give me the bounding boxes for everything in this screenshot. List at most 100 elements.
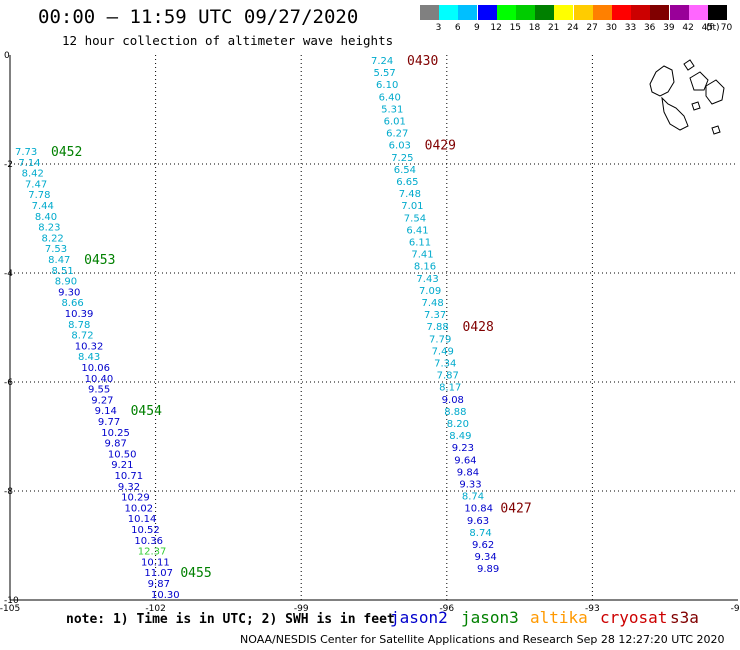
map-title: 00:00 – 11:59 UTC 09/27/2020 [38,6,359,28]
swh-reading: 6.40 [379,92,401,103]
scale-label: 42 [682,23,694,33]
lat-tick-label: -2 [4,160,13,170]
time-tag: 0427 [500,502,531,517]
legend-jason3: jason3 [461,608,519,627]
scale-swatch [554,5,574,20]
swh-reading: 10.11 [141,557,170,568]
island-outline [661,96,689,131]
swh-reading: 9.77 [98,417,120,428]
lat-tick-label: -10 [4,596,19,606]
lat-tick-label: -8 [4,487,13,497]
scale-label: 24 [567,23,579,33]
scale-swatch [573,5,593,20]
swh-reading: 9.23 [452,443,474,454]
scale-swatch [420,5,439,20]
scale-swatch [592,5,612,20]
swh-reading: 7.09 [419,286,441,297]
map-subtitle: 12 hour collection of altimeter wave hei… [62,33,394,48]
swh-reading: 7.79 [429,334,451,345]
scale-swatch [477,5,497,20]
swh-reading: 10.36 [134,536,163,547]
scale-swatch [631,5,651,20]
swh-reading: 9.64 [454,455,476,466]
swh-reading: 10.25 [101,428,130,439]
swh-reading: 9.33 [459,480,481,491]
island-outline [689,71,709,91]
swh-reading: 8.22 [42,233,64,244]
swh-reading: 8.72 [71,331,93,342]
swh-reading: 9.87 [105,439,127,450]
scale-label: 27 [586,23,598,33]
lon-tick-label: -93 [585,604,600,614]
swh-reading: 8.40 [35,212,57,223]
swh-reading: 9.08 [442,395,464,406]
swh-reading: 8.74 [469,528,491,539]
swh-reading: 6.11 [409,238,431,249]
lon-tick-label: -105 [0,604,20,614]
island-outline [691,101,701,111]
swh-reading: 8.23 [38,223,60,234]
swh-reading: 7.41 [411,250,433,261]
swh-reading: 6.41 [406,225,428,236]
scale-label: 70 [720,23,733,33]
swh-reading: 8.51 [51,266,73,277]
scale-swatch [496,5,516,20]
swh-reading: 5.31 [381,104,403,115]
lat-tick-label: 0 [4,51,10,61]
swh-reading: 7.87 [437,371,459,382]
scale-label: 21 [547,23,560,33]
swh-reading: 7.54 [404,213,426,224]
lon-tick-label: -99 [294,604,309,614]
legend-cryosat: cryosat [600,608,668,627]
swh-reading: 10.52 [131,525,160,536]
swh-reading: 9.84 [457,467,479,478]
scale-swatch [612,5,631,20]
scale-swatch [439,5,459,20]
swh-reading: 10.50 [108,449,137,460]
swh-reading: 7.53 [45,244,67,255]
scale-swatch [669,5,689,20]
swh-reading: 8.90 [55,277,77,288]
scale-swatch [650,5,670,20]
swh-reading: 8.20 [447,419,469,430]
time-tag: 0455 [180,566,211,581]
swh-reading: 10.30 [151,590,180,601]
time-tag: 0430 [407,54,438,69]
swh-reading: 10.06 [81,363,110,374]
swh-reading: 7.48 [421,298,443,309]
swh-reading: 9.55 [88,385,110,396]
island-outline [649,65,675,97]
island-outline [683,59,695,71]
swh-reading: 10.32 [75,341,104,352]
note-text: note: 1) Time is in UTC; 2) SWH is in fe… [66,612,395,627]
scale-swatch [688,5,708,20]
swh-reading: 5.57 [374,68,396,79]
swh-reading: 10.71 [115,471,144,482]
swh-reading: 7.25 [391,153,413,164]
swh-reading: 10.14 [128,514,157,525]
swh-reading: 7.14 [18,158,40,169]
swh-reading: 9.14 [95,406,117,417]
island-outline [705,79,725,105]
time-tag: 0428 [463,320,494,335]
swh-reading: 7.34 [434,359,456,370]
swh-reading: 8.17 [439,383,461,394]
time-tag: 0452 [51,145,82,160]
time-tag: 0454 [131,404,162,419]
legend-s3a: s3a [670,608,699,627]
swh-reading: 10.84 [464,504,493,515]
lon-tick-label: -102 [145,604,165,614]
swh-reading: 6.10 [376,80,398,91]
lon-tick-label: -96 [439,604,454,614]
lon-tick-label: -90 [731,604,740,614]
lat-tick-label: -6 [4,378,13,388]
time-tag: 0429 [425,139,456,154]
swh-reading: 6.01 [384,117,406,128]
scale-label: 39 [663,23,675,33]
swh-reading: 9.27 [91,395,113,406]
swh-reading: 7.73 [15,147,37,158]
swh-reading: 10.29 [121,493,150,504]
swh-reading: 8.49 [449,431,471,442]
swh-reading: 8.66 [61,298,83,309]
